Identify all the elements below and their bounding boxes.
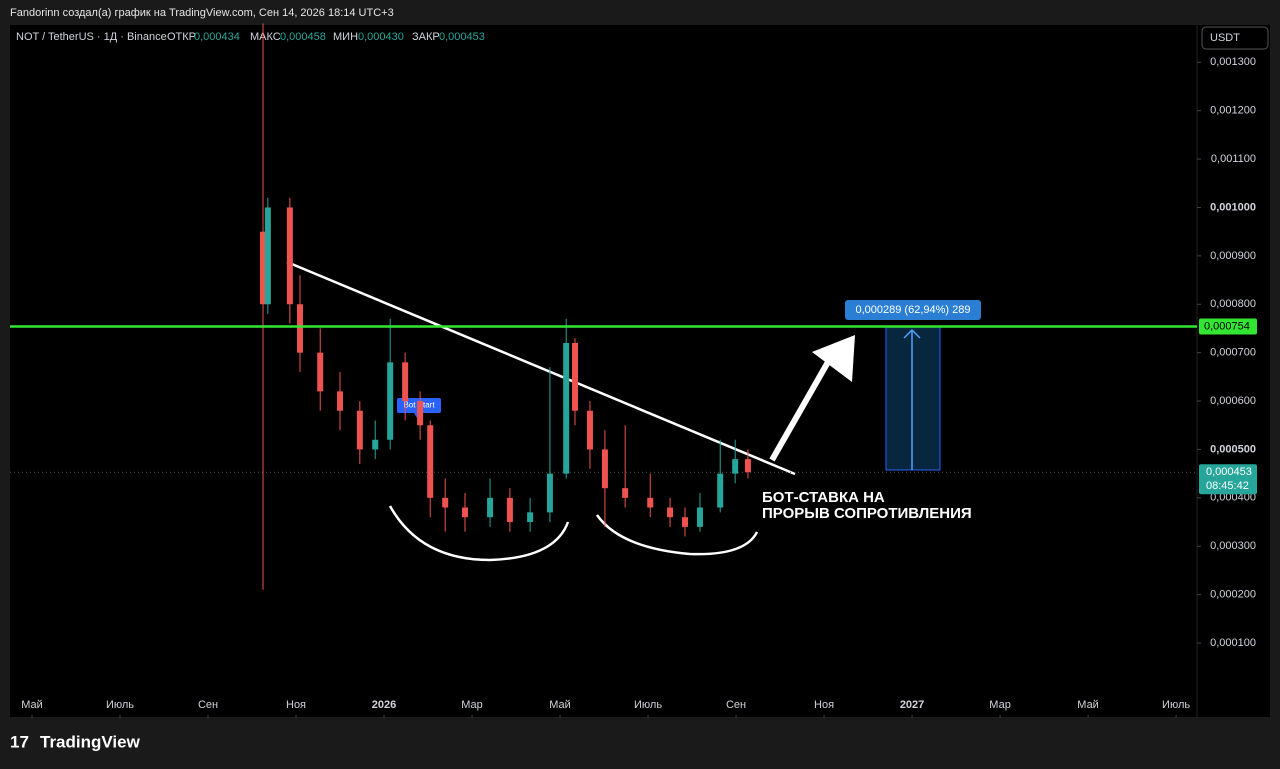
y-tick-label: 0,001000	[1210, 201, 1256, 213]
currency-button[interactable]	[1201, 26, 1269, 50]
trend-line	[286, 260, 796, 476]
legend-label: МИН	[333, 31, 358, 43]
x-tick-label: 2026	[372, 699, 396, 711]
candle-body	[682, 517, 689, 527]
x-tick-label: Сен	[198, 699, 218, 711]
measure-label: 0,000289 (62,94%) 289	[856, 304, 971, 316]
x-tick-label: Май	[549, 699, 571, 711]
candle-body	[387, 362, 394, 440]
y-tick-label: 0,000600	[1210, 395, 1256, 407]
x-tick-label: Июль	[106, 699, 134, 711]
candle-body	[744, 459, 751, 473]
x-tick-label: Июль	[1162, 699, 1190, 711]
candle-body	[571, 342, 578, 411]
candle-body	[732, 459, 739, 474]
header-text: Fandorinn создал(а) график на TradingVie…	[10, 7, 394, 19]
y-tick-label: 0,000500	[1210, 443, 1256, 455]
arrow-shaft	[769, 360, 831, 462]
x-tick-label: Июль	[634, 699, 662, 711]
last-price-label: 0,000453	[1206, 466, 1252, 478]
x-tick-label: Мар	[461, 699, 483, 711]
candle-body	[527, 512, 534, 523]
candle-body	[717, 473, 724, 508]
legend-symbol: NOT / TetherUS · 1Д · Binance	[16, 31, 167, 43]
measure-box	[885, 326, 941, 471]
candle-body	[461, 507, 468, 518]
y-tick-label: 0,001100	[1211, 153, 1256, 165]
footer-logo-text: TradingView	[40, 732, 141, 751]
currency-button-label[interactable]: USDT	[1210, 32, 1240, 44]
caption: ПРОРЫВ СОПРОТИВЛЕНИЯ	[762, 505, 972, 522]
arc	[595, 514, 759, 556]
candle-body	[286, 207, 293, 305]
candle-body	[427, 425, 434, 498]
legend-label: МАКС	[250, 31, 281, 43]
candle-body	[337, 391, 344, 411]
legend-value: 0,000430	[358, 31, 404, 43]
candle-body	[260, 231, 267, 305]
candle-body	[506, 497, 513, 523]
x-tick-label: Май	[21, 699, 43, 711]
candle-body	[317, 352, 324, 392]
resistance-label: 0,000754	[1204, 320, 1250, 332]
candle-body	[586, 410, 593, 450]
legend-value: 0,000458	[280, 31, 326, 43]
candle-body	[264, 207, 271, 305]
x-tick-label: Май	[1077, 699, 1099, 711]
candle-body	[601, 449, 608, 489]
y-tick-label: 0,000200	[1210, 589, 1256, 601]
candle-body	[417, 401, 424, 426]
candle-body	[696, 507, 703, 527]
x-tick-label: Ноя	[286, 699, 306, 711]
resistance-label-box	[1199, 318, 1257, 335]
last-price-timer: 08:45:42	[1206, 480, 1249, 492]
footer-logo: 17 TradingView	[10, 732, 141, 751]
legend-label: ОТКР	[167, 31, 196, 43]
arc	[388, 505, 570, 562]
x-tick-label: 2027	[900, 699, 924, 711]
x-tick-label: Ноя	[814, 699, 834, 711]
candle-body	[402, 362, 409, 402]
y-tick-label: 0,000800	[1210, 298, 1256, 310]
candle-body	[442, 497, 449, 508]
y-tick-label: 0,000900	[1210, 250, 1256, 262]
legend-label: ЗАКР	[412, 31, 440, 43]
arrow-head	[812, 335, 855, 382]
candle-body	[487, 497, 494, 518]
legend-value: 0,000453	[439, 31, 485, 43]
candle-body	[647, 497, 654, 508]
candle-body	[622, 488, 629, 498]
candle-body	[372, 439, 379, 450]
footer-icon: 17	[10, 732, 29, 751]
y-tick-label: 0,001300	[1210, 56, 1256, 68]
caption: БОТ-СТАВКА НА	[762, 489, 885, 506]
y-tick-label: 0,000100	[1210, 637, 1256, 649]
y-tick-label: 0,000300	[1210, 540, 1256, 552]
candle-body	[546, 473, 553, 513]
x-tick-label: Сен	[726, 699, 746, 711]
measure-arrow-head	[903, 328, 921, 339]
y-tick-label: 0,000700	[1210, 347, 1256, 359]
last-price-box	[1199, 464, 1257, 495]
legend-value: 0,000434	[194, 31, 240, 43]
candle-body	[563, 342, 570, 474]
x-tick-label: Мар	[989, 699, 1011, 711]
candle-body	[667, 507, 674, 518]
y-tick-label: 0,000400	[1210, 492, 1256, 504]
chart-panel	[10, 25, 1270, 717]
candle-body	[356, 410, 363, 450]
measure-label-box	[845, 300, 981, 320]
y-tick-label: 0,001200	[1210, 105, 1256, 117]
candle-body	[296, 304, 303, 353]
